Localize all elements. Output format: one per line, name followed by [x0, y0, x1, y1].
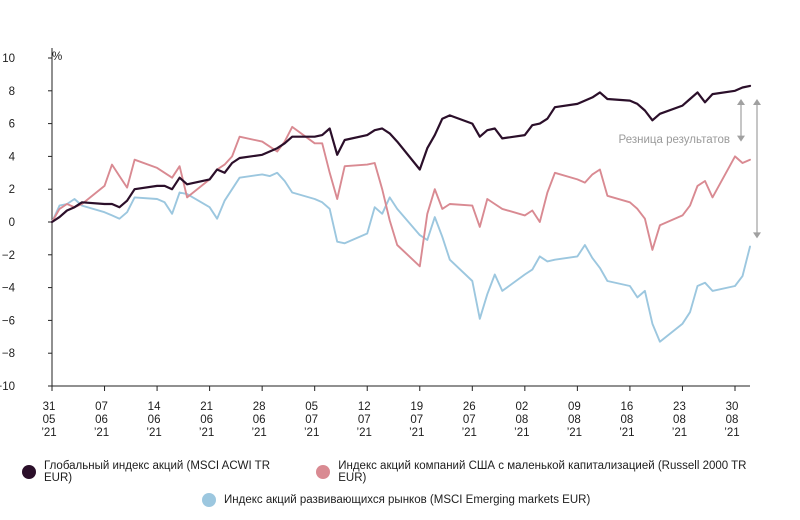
y-tick-label: 10 — [2, 53, 15, 65]
annotation-arrow-small-head-bottom — [737, 135, 745, 142]
legend: Глобальный индекс акций (MSCI ACWI TR EU… — [22, 460, 792, 516]
y-tick-label: −2 — [2, 250, 15, 262]
x-tick-label: 09 — [568, 401, 581, 413]
x-tick-label: ’21 — [724, 427, 739, 439]
x-tick-label: 14 — [148, 401, 161, 413]
series-line-acwi — [50, 84, 752, 224]
legend-item-russell: Индекс акций компаний США с маленькой ка… — [316, 460, 776, 484]
legend-marker-russell — [316, 465, 331, 479]
y-tick-label: 8 — [9, 86, 15, 98]
x-tick-label: ’21 — [94, 427, 109, 439]
y-tick-label: 6 — [9, 119, 15, 131]
difference-annotation: Резница результатов — [619, 99, 761, 239]
annotation-arrow-large-head-bottom — [753, 232, 761, 239]
x-tick-label: 23 — [673, 401, 686, 413]
x-tick-label: ’21 — [251, 427, 266, 439]
legend-marker-em — [202, 493, 216, 507]
y-tick-label: 4 — [9, 151, 16, 163]
y-tick-label: −10 — [0, 381, 15, 393]
annotation-arrow-large-head-top — [753, 99, 761, 105]
x-tick-label: 05 — [305, 401, 318, 413]
x-tick-label: 06 — [253, 414, 266, 426]
x-tick-label: 07 — [463, 414, 476, 426]
legend-label-em: Индекс акций развивающихся рынков (MSCI … — [224, 494, 591, 506]
x-tick-label: 08 — [726, 414, 739, 426]
x-tick-label: ’21 — [672, 427, 687, 439]
x-tick-label: 06 — [95, 414, 108, 426]
x-tick-label: 26 — [463, 401, 476, 413]
x-tick-label: 30 — [726, 401, 739, 413]
series-layer — [50, 84, 752, 343]
x-tick-label: 08 — [568, 414, 581, 426]
series-line-russell — [51, 125, 751, 268]
x-tick-label: 31 — [43, 401, 56, 413]
y-tick-label: −4 — [2, 283, 16, 295]
x-tick-label: ’21 — [619, 427, 634, 439]
x-tick-label: 02 — [515, 401, 528, 413]
x-axis: 3105’210706’211406’212106’212806’210507’… — [41, 385, 750, 439]
x-tick-label: 05 — [43, 414, 56, 426]
y-tick-label: 2 — [9, 184, 15, 196]
y-axis: 10 8 6 4 2 0 −2 −4 −6 −8 −10% — [0, 48, 62, 393]
x-tick-label: ’21 — [567, 427, 582, 439]
x-tick-label: 28 — [253, 401, 266, 413]
x-tick-label: 07 — [410, 414, 423, 426]
y-tick-label: −6 — [2, 315, 15, 327]
x-tick-label: ’21 — [409, 427, 424, 439]
series-line-em — [51, 171, 751, 343]
x-tick-label: ’21 — [199, 427, 214, 439]
legend-item-acwi: Глобальный индекс акций (MSCI ACWI TR EU… — [22, 460, 300, 484]
y-tick-label: −8 — [2, 348, 15, 360]
x-tick-label: 08 — [515, 414, 528, 426]
y-unit-label: % — [52, 51, 62, 63]
x-tick-label: 07 — [305, 414, 318, 426]
x-tick-label: 19 — [410, 401, 423, 413]
y-tick-label: 0 — [9, 217, 15, 229]
x-tick-label: 08 — [621, 414, 634, 426]
x-tick-label: ’21 — [462, 427, 477, 439]
x-tick-label: 16 — [621, 401, 634, 413]
legend-label-russell: Индекс акций компаний США с маленькой ка… — [338, 460, 747, 484]
x-tick-label: ’21 — [146, 427, 161, 439]
x-tick-label: 07 — [95, 401, 108, 413]
x-tick-label: 08 — [673, 414, 686, 426]
annotation-label: Резница результатов — [619, 134, 730, 146]
x-tick-label: 06 — [200, 414, 213, 426]
x-tick-label: 07 — [358, 414, 371, 426]
x-tick-label: 06 — [148, 414, 161, 426]
legend-item-em: Индекс акций развивающихся рынков (MSCI … — [202, 493, 590, 507]
x-tick-label: ’21 — [514, 427, 529, 439]
x-tick-label: ’21 — [41, 427, 56, 439]
x-tick-label: 12 — [358, 401, 371, 413]
legend-marker-acwi — [22, 465, 36, 479]
x-tick-label: 21 — [200, 401, 213, 413]
annotation-arrow-small-head-top — [737, 99, 745, 105]
legend-label-acwi: Глобальный индекс акций (MSCI ACWI TR EU… — [44, 460, 270, 484]
x-tick-label: ’21 — [357, 427, 372, 439]
x-tick-label: ’21 — [304, 427, 319, 439]
